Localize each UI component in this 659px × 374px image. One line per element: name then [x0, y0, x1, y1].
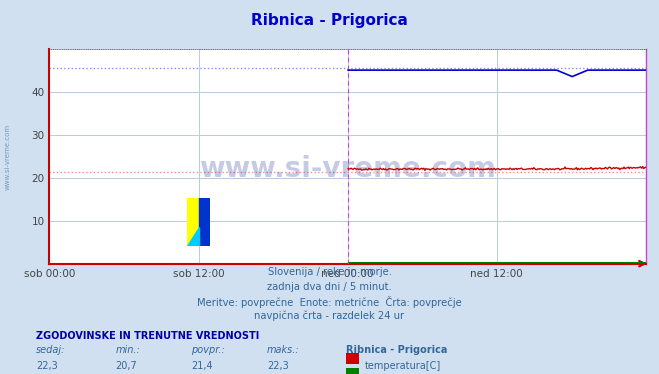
Text: navpična črta - razdelek 24 ur: navpična črta - razdelek 24 ur [254, 310, 405, 321]
Text: www.si-vreme.com: www.si-vreme.com [199, 155, 496, 183]
Text: 20,7: 20,7 [115, 361, 137, 371]
Text: min.:: min.: [115, 345, 140, 355]
Polygon shape [187, 227, 198, 246]
Text: zadnja dva dni / 5 minut.: zadnja dva dni / 5 minut. [267, 282, 392, 292]
Text: Meritve: povprečne  Enote: metrične  Črta: povprečje: Meritve: povprečne Enote: metrične Črta:… [197, 296, 462, 308]
Text: Ribnica - Prigorica: Ribnica - Prigorica [251, 13, 408, 28]
Text: povpr.:: povpr.: [191, 345, 225, 355]
Text: 21,4: 21,4 [191, 361, 213, 371]
Text: maks.:: maks.: [267, 345, 300, 355]
Text: Ribnica - Prigorica: Ribnica - Prigorica [346, 345, 447, 355]
Text: sedaj:: sedaj: [36, 345, 66, 355]
Text: 22,3: 22,3 [36, 361, 58, 371]
Text: temperatura[C]: temperatura[C] [364, 361, 441, 371]
Text: ZGODOVINSKE IN TRENUTNE VREDNOSTI: ZGODOVINSKE IN TRENUTNE VREDNOSTI [36, 331, 260, 341]
Text: 22,3: 22,3 [267, 361, 289, 371]
Bar [187, 198, 198, 246]
Text: Slovenija / reke in morje.: Slovenija / reke in morje. [268, 267, 391, 278]
Text: www.si-vreme.com: www.si-vreme.com [5, 124, 11, 190]
Bar [198, 198, 210, 246]
